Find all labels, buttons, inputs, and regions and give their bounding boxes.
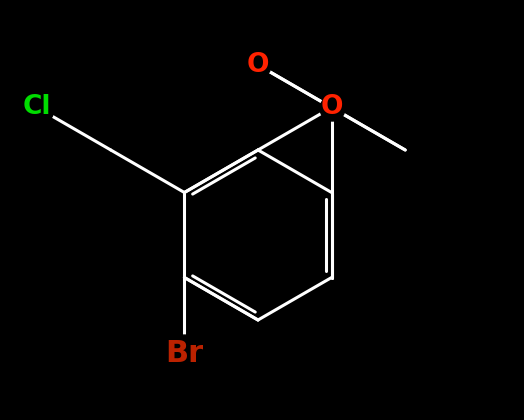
Text: Cl: Cl <box>23 94 51 121</box>
Text: O: O <box>247 52 269 78</box>
Text: O: O <box>320 94 343 121</box>
Text: Br: Br <box>166 339 203 368</box>
